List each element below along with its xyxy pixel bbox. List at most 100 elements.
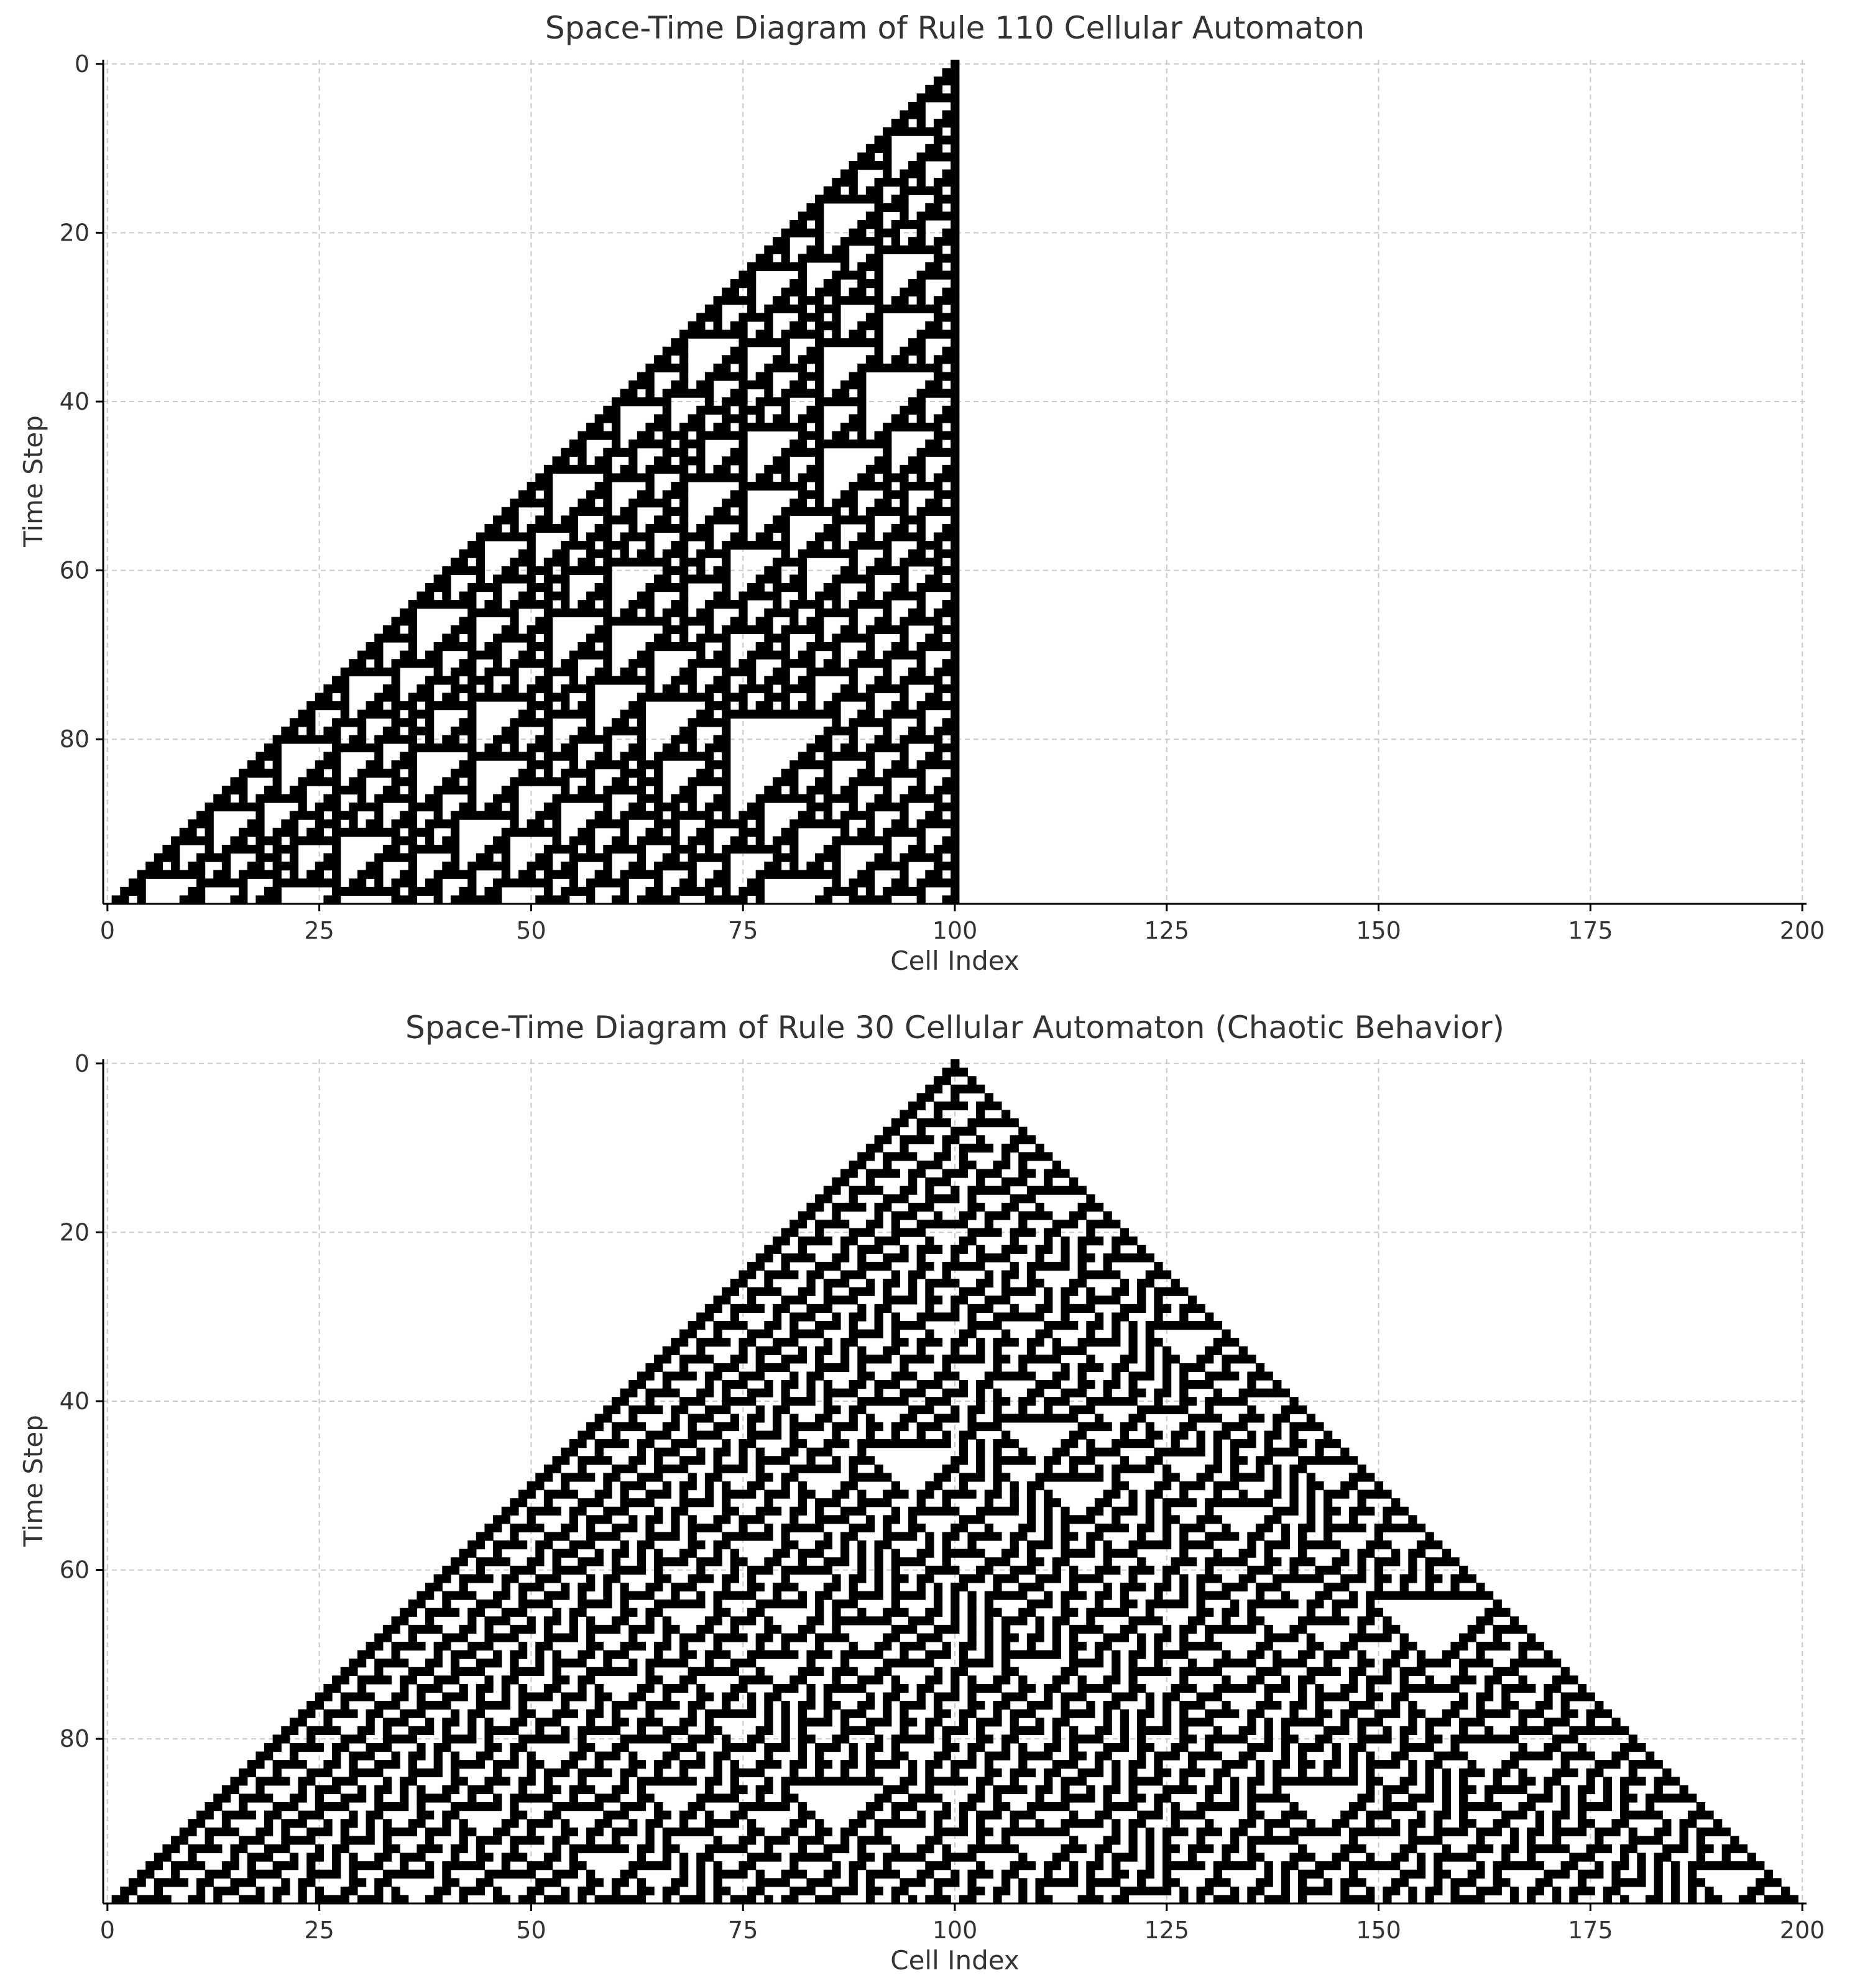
cell-run [1544,1683,1562,1693]
cell-run [1137,1557,1146,1567]
cell-run [840,380,867,390]
cell-run [993,1473,1011,1482]
cell-run [586,1574,596,1583]
cell-run [1044,1489,1053,1499]
cell-run [1357,1498,1366,1507]
cell-run [916,523,926,533]
cell-run [1289,1827,1341,1836]
cell-run [1577,1785,1595,1795]
cell-run [967,1608,977,1617]
cell-run [916,777,926,786]
cell-run [501,1582,510,1592]
cell-run [1434,1810,1452,1820]
cell-run [976,1397,985,1406]
cell-run [781,1380,799,1389]
cell-run [1052,1726,1061,1735]
cell-run [433,895,443,904]
cell-run [510,1624,536,1634]
cell-run [849,507,858,516]
cell-run [704,844,714,854]
cell-run [349,1878,367,1887]
cell-run [1544,1777,1562,1786]
cell-run [1348,1591,1358,1600]
cell-run [790,1515,799,1524]
cell-run [764,1489,790,1499]
cell-run [1645,1895,1663,1904]
cell-run [1145,1498,1154,1507]
cell-run [925,321,943,331]
cell-run [925,693,943,702]
cell-run [230,777,248,786]
cell-run [967,1616,977,1626]
cell-run [1018,1363,1028,1373]
cell-run [891,1565,900,1575]
cell-run [688,1430,722,1440]
cell-run [1137,1718,1146,1727]
cell-run [1061,1692,1087,1701]
cell-run [340,1701,349,1710]
cell-run [510,1844,519,1854]
cell-run [916,1683,934,1693]
cell-run [239,794,248,803]
cell-run [518,768,536,778]
cell-run [916,1430,926,1440]
cell-run [865,743,909,753]
cell-run [951,1616,960,1626]
cell-run [425,1608,460,1617]
cell-run [1273,1380,1282,1389]
cell-run [993,1414,1079,1423]
cell-run [1281,1405,1307,1414]
cell-run [696,313,722,322]
cell-run [713,676,731,685]
cell-run [1035,1895,1053,1904]
cell-run [1450,1878,1476,1887]
cell-run [781,1777,883,1786]
cell-run [815,397,867,407]
cell-run [713,1295,731,1305]
cell-run [781,389,824,398]
cell-run [391,1692,409,1701]
cell-run [1018,1405,1028,1414]
cell-run [476,1836,502,1845]
cell-run [442,1633,468,1642]
cell-run [154,1852,172,1862]
cell-run [340,1819,358,1828]
cell-run [1416,1540,1443,1550]
cell-run [1705,1895,1723,1904]
cell-run [1696,1802,1706,1811]
cell-run [1586,1718,1595,1727]
cell-run [425,735,435,744]
cell-run [790,1852,832,1862]
cell-run [942,110,960,119]
cell-run [611,1549,629,1558]
cell-run [865,1869,900,1879]
cell-run [790,574,808,584]
cell-run [1128,1827,1138,1836]
cell-run [205,1802,223,1811]
cell-run [315,1844,325,1854]
cell-run [561,1726,570,1735]
cell-run [984,1523,993,1533]
cell-run [467,582,502,592]
cell-run [865,1177,875,1187]
cell-run [1179,1532,1189,1541]
cell-run [951,1599,960,1609]
cell-run [1137,1869,1154,1879]
cell-run [662,1895,671,1904]
cell-run [1154,1768,1172,1777]
cell-run [171,1861,206,1871]
cell-run [272,862,299,871]
cell-run [900,1726,909,1735]
cell-run [1187,1295,1197,1305]
cell-run [951,456,960,466]
cell-run [1061,1532,1079,1541]
cell-run [849,1591,883,1600]
cell-run [1069,1810,1079,1820]
cell-run [586,1718,596,1727]
cell-run [1527,1836,1536,1845]
cell-run [391,760,417,770]
cell-run [874,794,892,803]
cell-run [951,1338,969,1347]
cell-run [874,558,892,567]
cell-run [1374,1523,1426,1533]
